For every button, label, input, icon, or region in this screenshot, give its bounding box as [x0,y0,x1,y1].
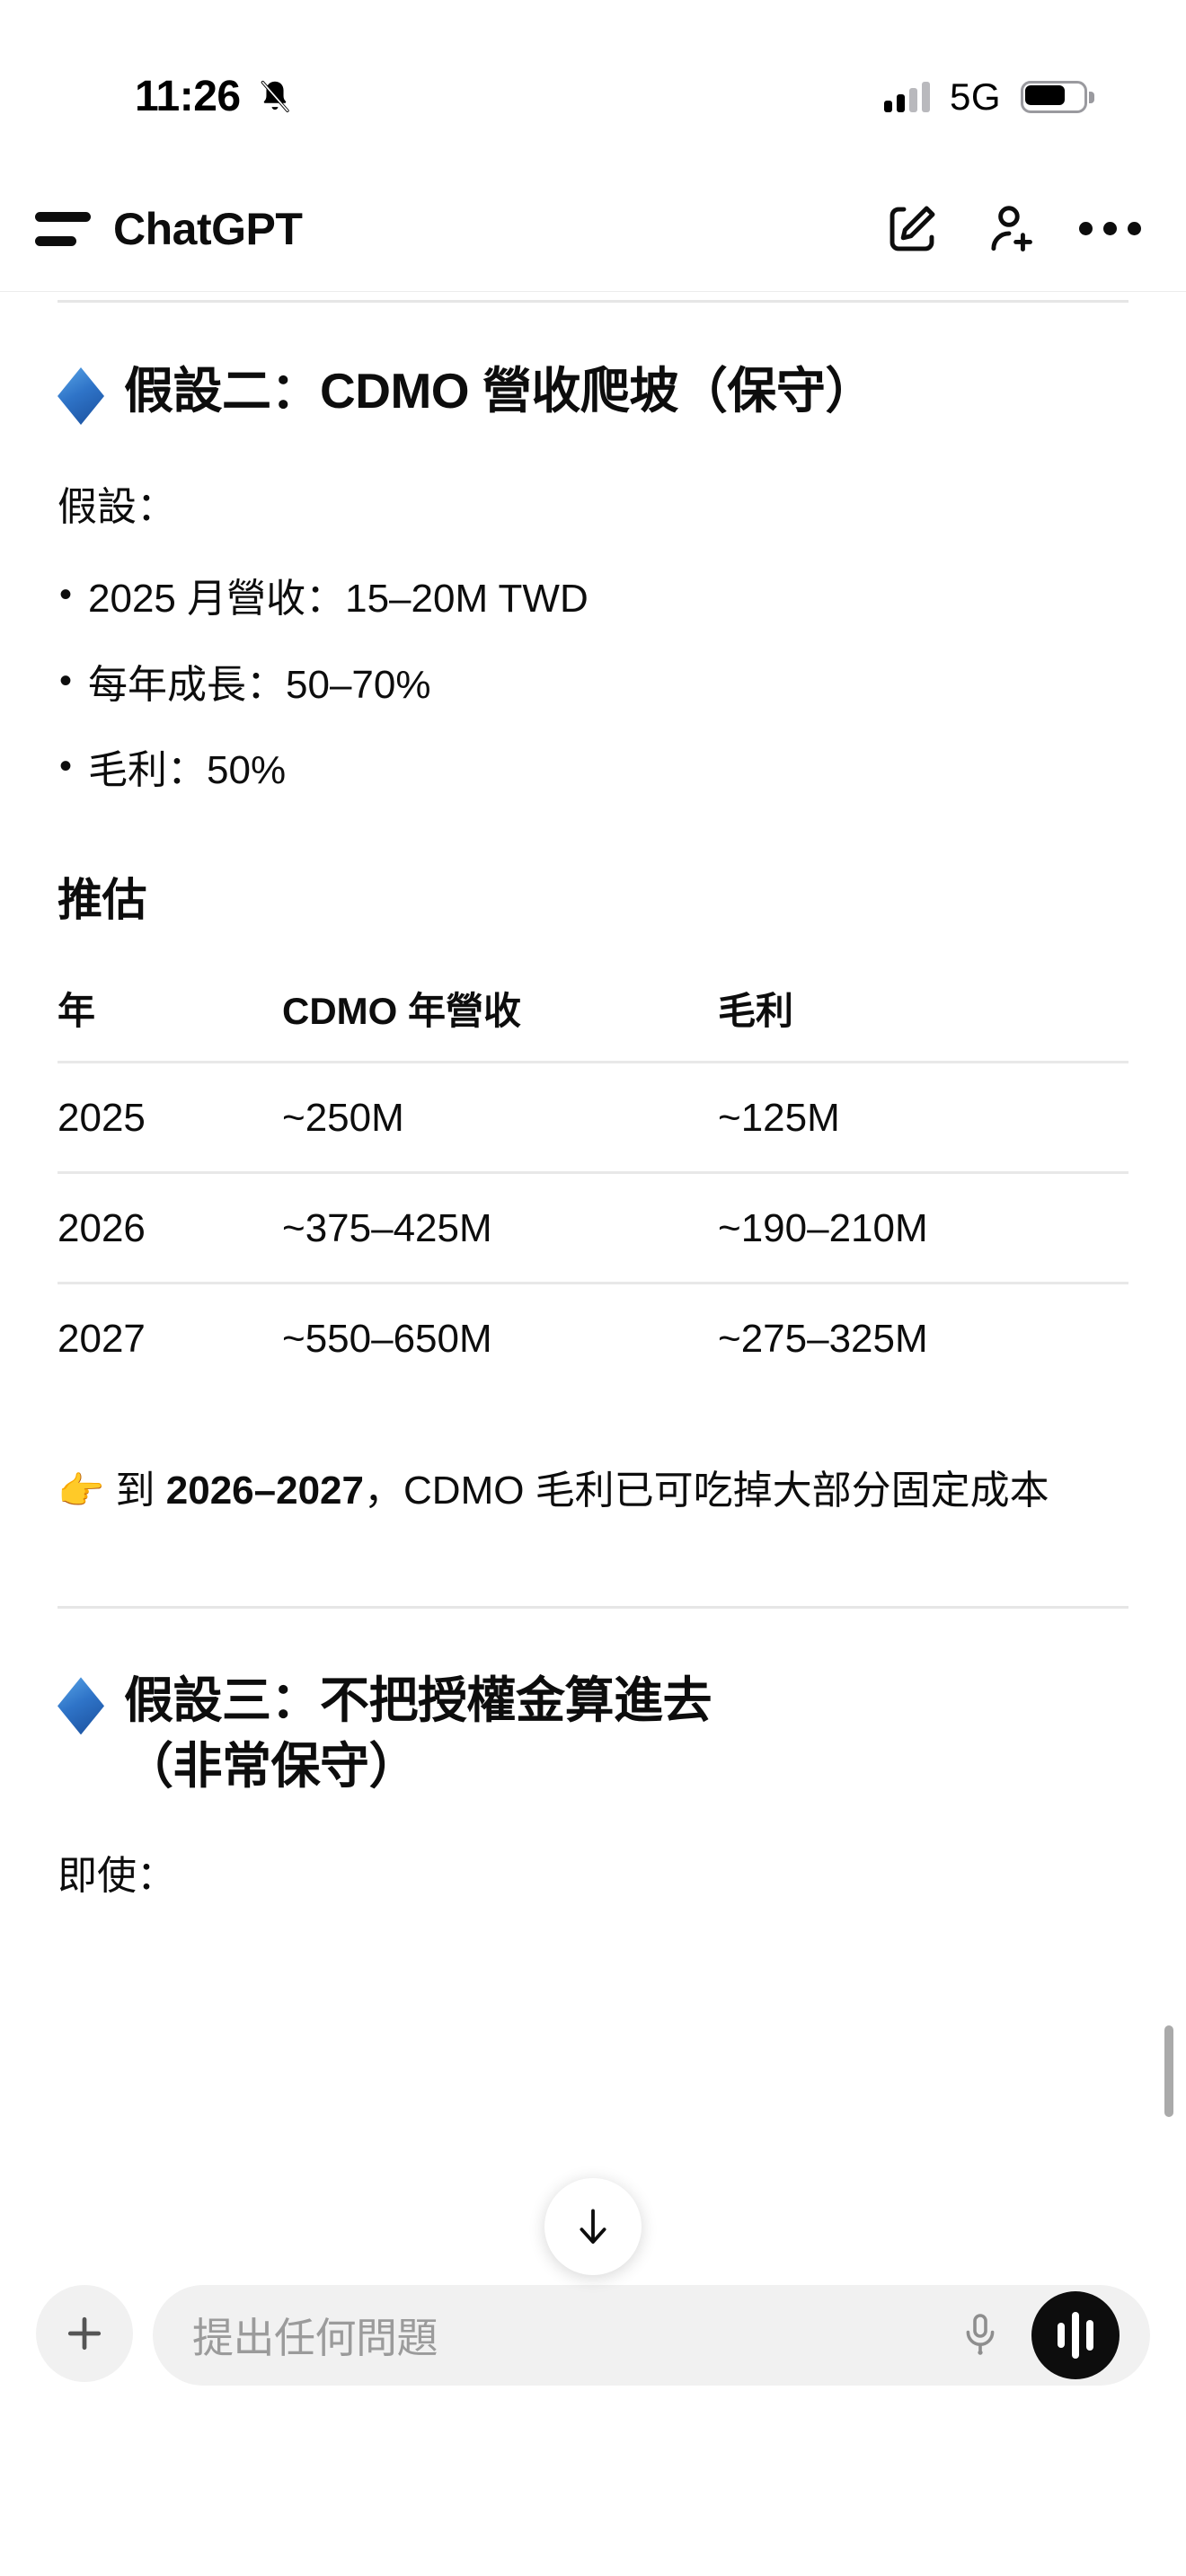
table-header-row: 年 CDMO 年營收 毛利 [58,981,1128,1064]
conversation-scroll-area[interactable]: 假設二：CDMO 營收爬坡（保守） 假設： 2025 月營收：15–20M TW… [0,293,1186,2260]
column-header-year: 年 [58,981,282,1064]
assumption-text: 2025 月營收：15–20M TWD [88,576,589,621]
column-header-margin: 毛利 [718,981,1128,1064]
vertical-scrollbar[interactable] [1164,2025,1173,2117]
assumption-text: 毛利：50% [88,748,287,793]
list-item: 每年成長：50–70% [58,655,1128,714]
section-three-partial-text: 即使： [58,1853,176,1898]
plus-icon [67,2316,102,2351]
blue-diamond-icon [58,367,104,425]
voice-wave-bar [1086,2320,1093,2351]
cell-year: 2025 [58,1062,282,1175]
assumption-text: 每年成長：50–70% [88,662,431,707]
network-type-label: 5G [949,75,1001,118]
sidebar-toggle-icon[interactable] [0,166,108,292]
bell-slash-icon [255,77,295,117]
page-title: ChatGPT [113,203,303,254]
cell-margin: ~125M [718,1062,1128,1175]
section-three-heading-text: 假設三：不把授權金算進去（非常保守） [124,1672,712,1795]
scroll-to-bottom-button[interactable] [544,2178,642,2275]
message-input-wrapper[interactable]: 提出任何問題 [153,2285,1150,2386]
section-divider-middle [58,1606,1128,1610]
header-actions [873,190,1186,268]
more-options-icon[interactable] [1071,190,1148,268]
app-header: ChatGPT [0,166,1186,292]
voice-wave-bar [1058,2323,1065,2348]
cell-revenue: ~250M [282,1062,718,1175]
section-two-heading: 假設二：CDMO 營收爬坡（保守） [58,358,1128,425]
table-row: 2027 ~550–650M ~275–325M [58,1284,1128,1393]
section-divider-top [58,300,1128,303]
callout-prefix: 到 [115,1469,166,1513]
voice-mode-button[interactable] [1031,2291,1120,2379]
battery-icon [1021,80,1094,113]
composer-bar: 提出任何問題 [0,2260,1186,2576]
search-input[interactable]: 提出任何問題 [192,2315,438,2361]
section-three-heading: 假設三：不把授權金算進去（非常保守） [58,1668,1128,1798]
cell-revenue: ~375–425M [282,1172,718,1285]
list-item: 毛利：50% [58,740,1128,799]
add-attachment-button[interactable] [36,2285,133,2382]
status-time: 11:26 [135,73,241,120]
add-person-icon[interactable] [972,190,1049,268]
table-row: 2026 ~375–425M ~190–210M [58,1172,1128,1285]
cell-year: 2026 [58,1172,282,1285]
table-row: 2025 ~250M ~125M [58,1062,1128,1175]
column-header-revenue: CDMO 年營收 [282,981,718,1064]
assumptions-list: 2025 月營收：15–20M TWD 每年成長：50–70% 毛利：50% [58,569,1128,799]
compose-icon[interactable] [873,190,951,268]
message-body: 假設二：CDMO 營收爬坡（保守） 假設： 2025 月營收：15–20M TW… [0,300,1186,1904]
section-two-heading-text: 假設二：CDMO 營收爬坡（保守） [124,363,874,419]
pointing-right-icon: 👉 [58,1469,105,1513]
microphone-icon[interactable] [952,2303,1008,2368]
callout-paragraph: 👉 到 2026–2027，CDMO 毛利已可吃掉大部分固定成本 [58,1462,1128,1520]
status-bar-right: 5G [883,49,1114,119]
status-bar: 11:26 5G [0,0,1186,166]
voice-wave-bar [1072,2312,1079,2359]
cell-margin: ~275–325M [718,1317,928,1362]
signal-strength-icon [883,81,930,112]
cell-margin: ~190–210M [718,1172,1128,1285]
status-bar-left: 11:26 [0,45,295,121]
list-item: 2025 月營收：15–20M TWD [58,569,1128,628]
cell-year: 2027 [58,1317,146,1362]
assumptions-label: 假設： [58,485,176,529]
callout-suffix: ，CDMO 毛利已可吃掉大部分固定成本 [364,1469,1049,1513]
cell-revenue: ~550–650M [282,1317,492,1362]
callout-bold-range: 2026–2027 [165,1469,365,1513]
blue-diamond-icon [58,1677,104,1735]
estimate-table: 年 CDMO 年營收 毛利 2025 ~250M ~125M 2026 ~375… [58,981,1128,1392]
estimate-heading: 推估 [58,875,147,926]
arrow-down-icon [580,2209,606,2245]
